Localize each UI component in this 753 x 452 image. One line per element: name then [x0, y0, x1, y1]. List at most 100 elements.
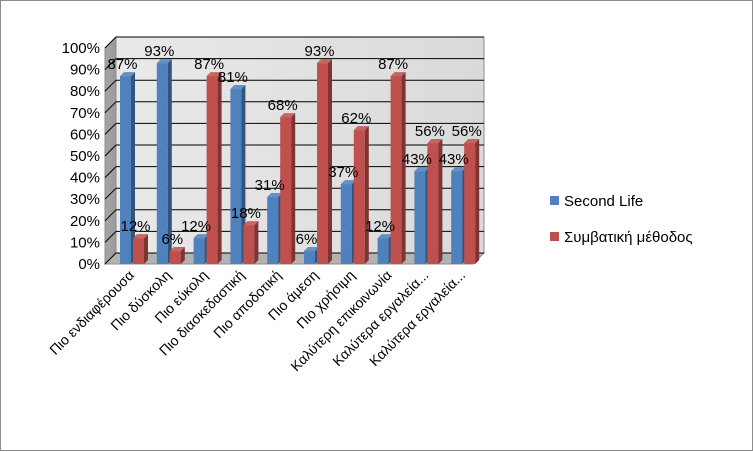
bar-conventional: [427, 143, 439, 264]
bar-conventional: [317, 63, 328, 265]
y-tick-label: 80%: [70, 83, 100, 100]
bar-conventional: [464, 143, 476, 264]
bar-top: [414, 167, 430, 172]
y-tick-label: 70%: [70, 105, 100, 122]
y-tick-label: 0%: [78, 256, 100, 273]
y-tick-label: 20%: [70, 213, 100, 230]
data-label: 12%: [181, 218, 211, 235]
gridline-side: [104, 79, 117, 92]
legend-swatch: [550, 232, 559, 241]
bar-side: [180, 247, 185, 264]
bar-side: [364, 126, 369, 264]
data-label: 6%: [161, 231, 183, 248]
data-label: 43%: [402, 151, 432, 168]
bar-top: [267, 193, 283, 198]
y-tick-label: 60%: [70, 126, 100, 143]
data-label: 87%: [194, 56, 224, 73]
legend-swatch: [550, 196, 559, 205]
bar-top: [427, 139, 443, 144]
gridline-side: [104, 58, 117, 70]
bar-top: [243, 221, 259, 226]
bar-side: [217, 72, 222, 264]
gridline-side: [104, 123, 117, 135]
bars: [120, 59, 480, 265]
bar-conventional: [353, 130, 365, 264]
data-label: 93%: [304, 43, 334, 60]
data-label: 68%: [268, 97, 298, 114]
y-tick-label: 50%: [70, 148, 100, 165]
data-label: 37%: [328, 164, 358, 181]
bar-second-life: [193, 238, 205, 264]
gridline-side: [104, 144, 117, 157]
bar-side: [131, 72, 135, 264]
data-label: 31%: [255, 177, 285, 194]
bar-side: [291, 113, 296, 265]
bar-second-life: [156, 63, 168, 265]
bar-side: [401, 72, 406, 264]
data-labels: 87%12%93%6%12%87%81%18%31%68%6%93%37%62%…: [107, 43, 481, 248]
legend: Second Life Συμβατική μέθοδος: [550, 193, 693, 246]
gridline-side: [104, 187, 117, 200]
bar-side: [144, 234, 148, 264]
bar-side: [241, 85, 246, 264]
bar-top: [353, 126, 369, 131]
gridline-side: [104, 101, 117, 114]
data-label: 93%: [144, 43, 174, 60]
y-tick-label: 90%: [70, 62, 100, 79]
data-label: 18%: [231, 205, 261, 222]
bar-second-life: [377, 238, 389, 264]
gridline-side: [104, 231, 117, 243]
bar-top: [317, 59, 332, 64]
y-tick-label: 40%: [70, 170, 100, 187]
bar-top: [169, 247, 185, 252]
legend-entry: Συμβατική μέθοδος: [564, 229, 693, 246]
data-label: 12%: [365, 218, 395, 235]
bar-side: [328, 59, 332, 265]
y-tick-label: 10%: [70, 234, 100, 251]
gridline-side: [104, 166, 117, 178]
bar-conventional: [133, 238, 144, 264]
gridline-side: [104, 252, 117, 265]
data-label: 87%: [378, 56, 408, 73]
bar-top: [451, 167, 467, 172]
bar-second-life: [451, 171, 463, 264]
y-tick-label: 30%: [70, 191, 100, 208]
data-label: 6%: [296, 231, 318, 248]
bar-top: [230, 85, 246, 90]
bar-second-life: [120, 76, 131, 264]
bar-side: [167, 59, 172, 265]
data-label: 43%: [439, 151, 469, 168]
bar-top: [464, 139, 480, 144]
gridline-side: [104, 209, 117, 222]
legend-entry: Second Life: [564, 193, 643, 210]
data-label: 56%: [415, 123, 445, 140]
y-tick-label: 100%: [62, 40, 100, 57]
bar-side: [254, 221, 259, 264]
data-label: 81%: [218, 69, 248, 86]
data-label: 56%: [452, 123, 482, 140]
bar-top: [390, 72, 406, 77]
bar-side: [438, 139, 443, 264]
data-label: 62%: [341, 110, 371, 127]
bar-top: [304, 247, 319, 252]
bar-conventional: [280, 117, 292, 265]
bar-conventional: [390, 76, 402, 264]
bar-top: [120, 72, 135, 77]
bar-top: [133, 234, 148, 239]
bar-second-life: [414, 171, 426, 264]
bar-conventional: [243, 225, 255, 264]
bar-top: [340, 180, 356, 185]
bar-top: [156, 59, 172, 64]
bar-conventional: [169, 251, 181, 264]
gridline-side: [104, 36, 117, 49]
data-label: 87%: [107, 56, 137, 73]
bar-top: [206, 72, 222, 77]
bar-top: [193, 234, 209, 239]
bar-second-life: [340, 184, 352, 264]
bar-second-life: [230, 89, 242, 264]
bar-second-life: [267, 197, 279, 264]
bar-second-life: [304, 251, 315, 264]
bar-top: [280, 113, 296, 118]
